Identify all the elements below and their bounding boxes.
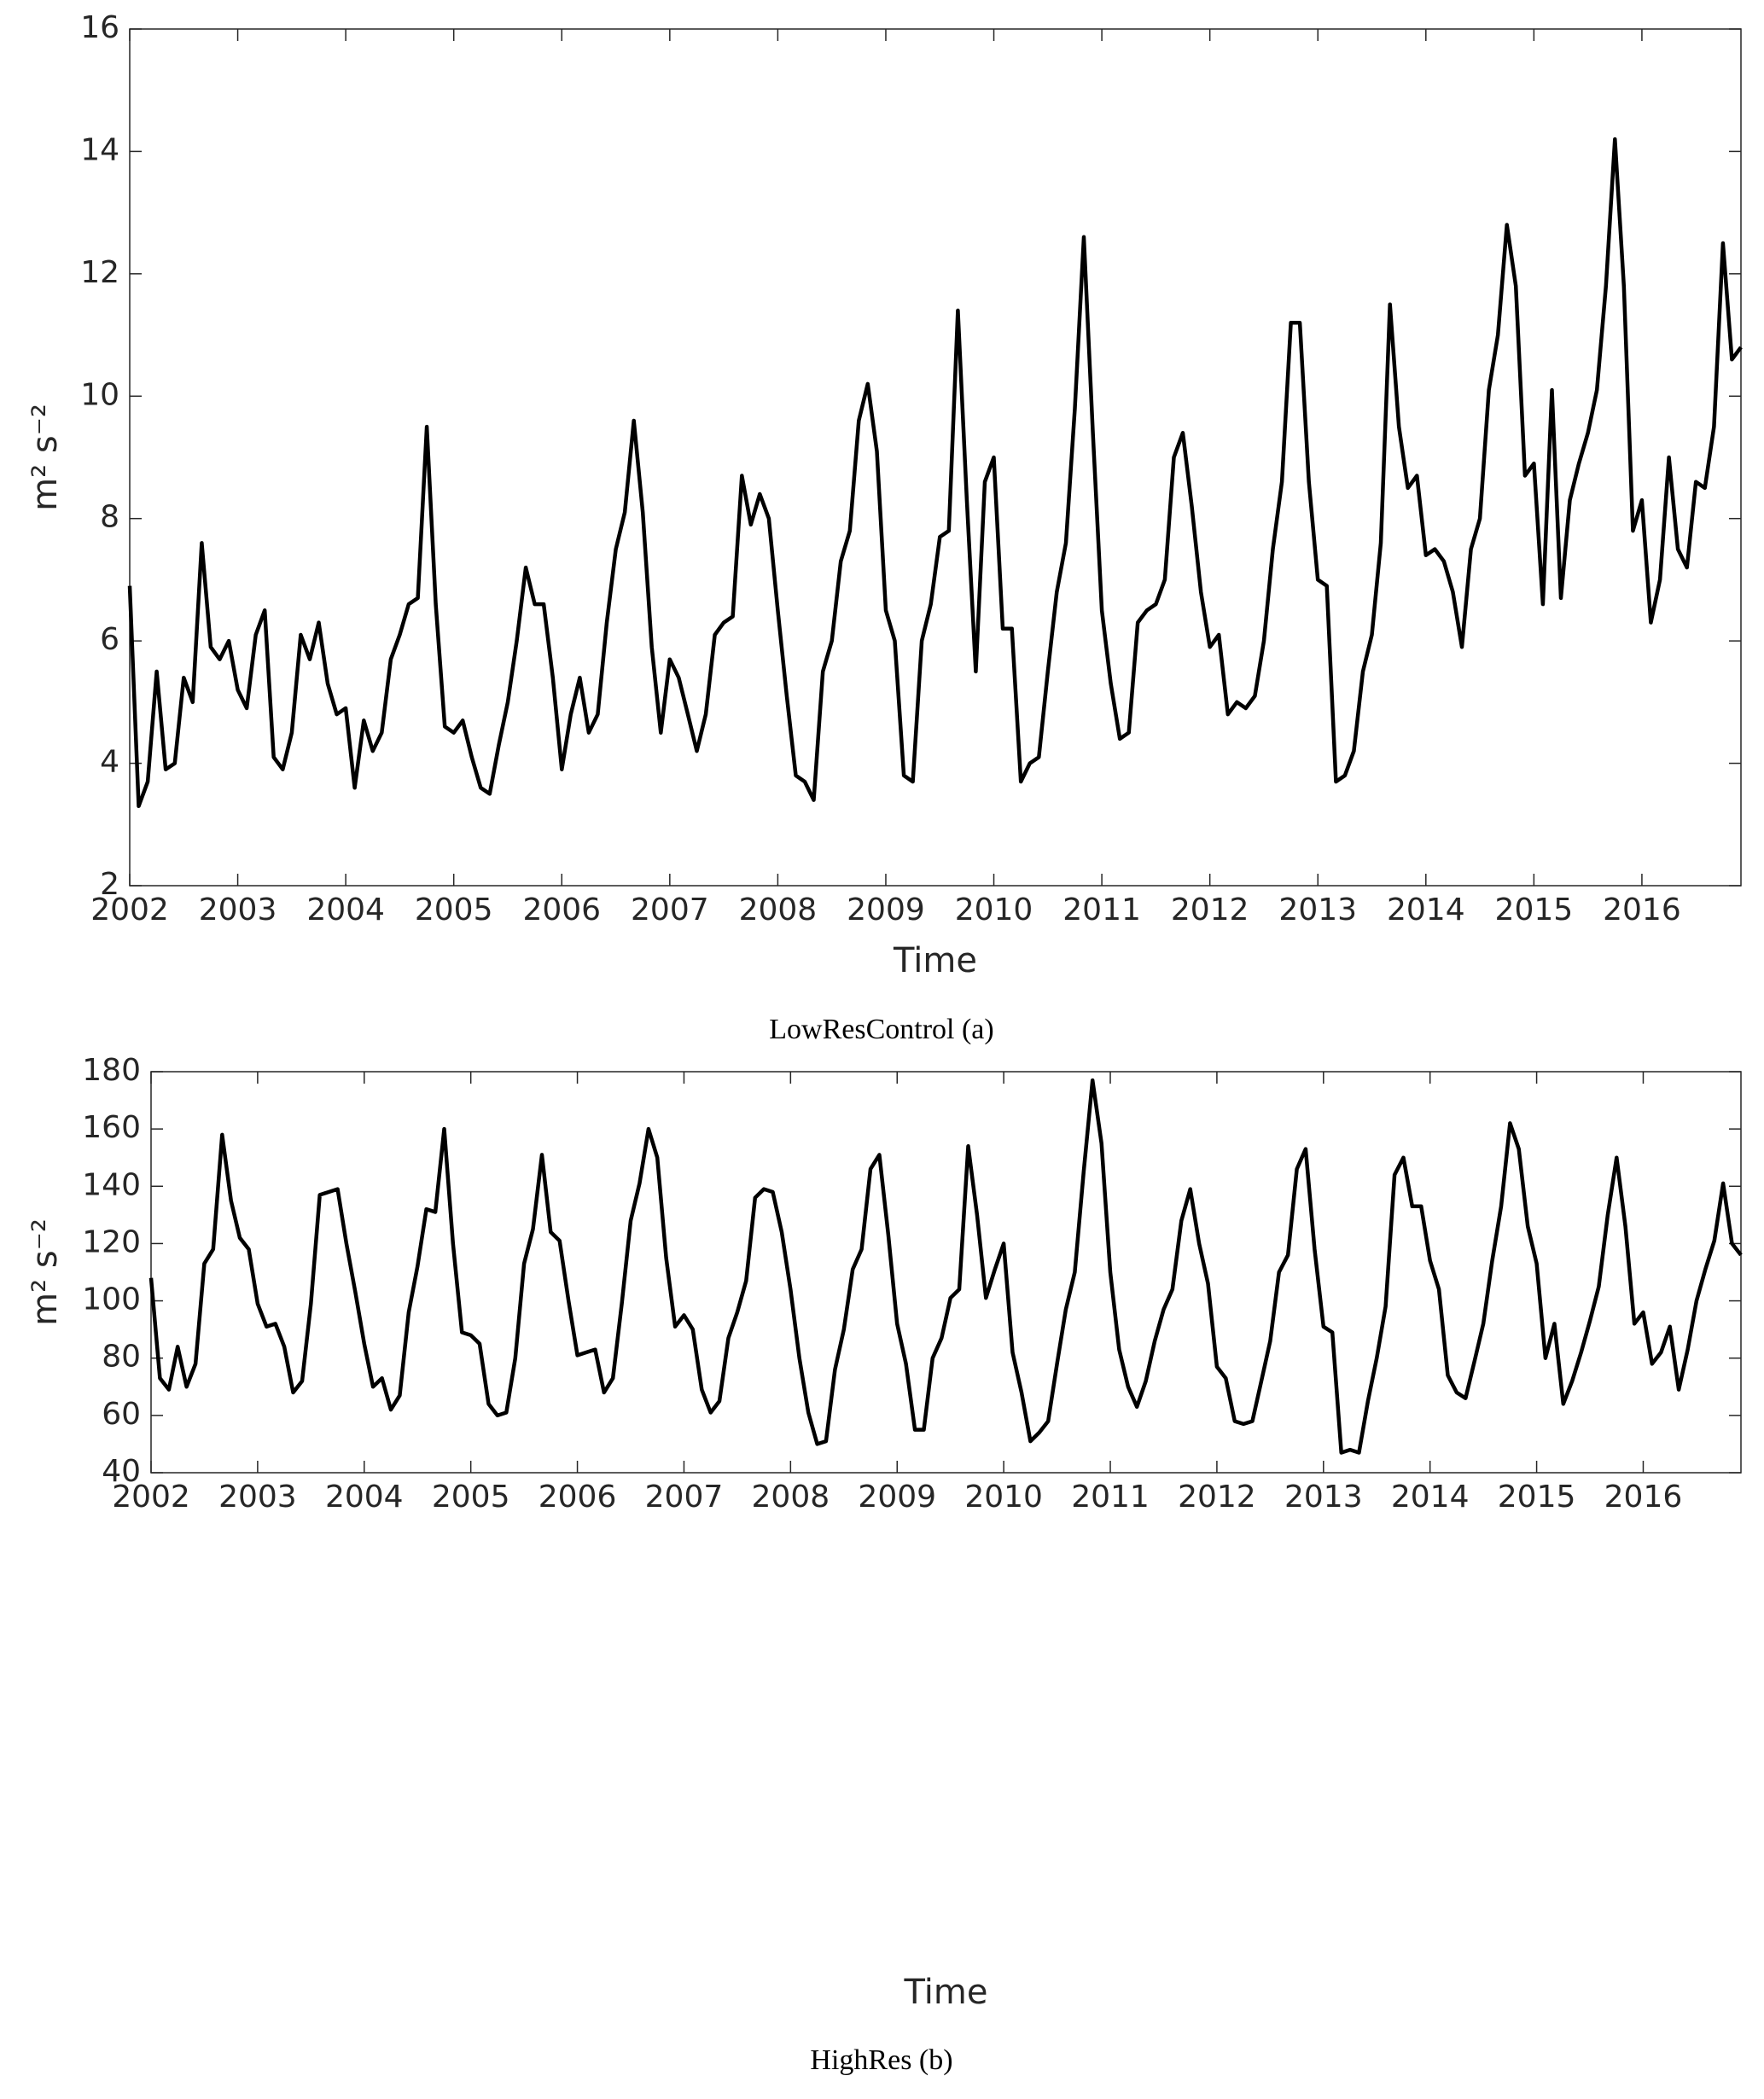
y-tick-label: 6: [100, 622, 119, 657]
x-tick-label: 2013: [1284, 1480, 1363, 1515]
y-axis-label: m² s⁻²: [26, 1218, 65, 1326]
x-tick-label: 2005: [415, 893, 493, 927]
x-tick-label: 2003: [218, 1480, 297, 1515]
x-tick-label: 2015: [1495, 893, 1574, 927]
x-tick-label: 2010: [955, 893, 1033, 927]
x-tick-label: 2009: [847, 893, 925, 927]
x-tick-label: 2016: [1603, 893, 1681, 927]
data-line: [127, 137, 1743, 809]
caption: HighRes (b): [810, 2044, 952, 2076]
x-tick-label: 2008: [739, 893, 818, 927]
x-tick-label: 2013: [1278, 893, 1357, 927]
x-tick-label: 2015: [1498, 1480, 1576, 1515]
y-tick-label: 180: [82, 1053, 141, 1088]
x-tick-label: 2011: [1071, 1480, 1150, 1515]
x-tick-label: 2004: [306, 893, 385, 927]
x-tick-label: 2008: [752, 1480, 830, 1515]
x-tick-label: 2003: [199, 893, 277, 927]
caption: LowResControl (a): [769, 1014, 993, 1045]
x-axis-label: Time: [893, 941, 977, 980]
y-tick-label: 10: [80, 377, 119, 412]
x-tick-label: 2007: [645, 1480, 724, 1515]
axes-box: [129, 28, 1742, 887]
x-tick-label: 2011: [1062, 893, 1141, 927]
y-tick-label: 120: [82, 1224, 141, 1259]
y-tick-label: 16: [80, 10, 119, 45]
y-tick-label: 40: [102, 1454, 141, 1489]
y-tick-label: 4: [100, 745, 119, 780]
x-tick-label: 2005: [432, 1480, 510, 1515]
x-tick-label: 2007: [631, 893, 709, 927]
x-tick-label: 2002: [112, 1480, 190, 1515]
x-tick-label: 2006: [539, 1480, 617, 1515]
y-tick-label: 12: [80, 255, 119, 290]
y-tick-label: 8: [100, 500, 119, 535]
y-tick-label: 140: [82, 1167, 141, 1202]
x-tick-label: 2014: [1387, 893, 1465, 927]
y-tick-label: 14: [80, 132, 119, 167]
y-axis-label: m² s⁻²: [26, 404, 65, 511]
x-tick-label: 2009: [858, 1480, 936, 1515]
x-tick-label: 2006: [522, 893, 601, 927]
axes-box: [150, 1071, 1742, 1474]
x-tick-label: 2016: [1604, 1480, 1683, 1515]
x-tick-label: 2012: [1171, 893, 1249, 927]
x-tick-label: 2012: [1178, 1480, 1256, 1515]
x-tick-label: 2014: [1391, 1480, 1470, 1515]
y-tick-label: 100: [82, 1282, 141, 1317]
x-tick-label: 2010: [964, 1480, 1043, 1515]
y-tick-label: 60: [102, 1397, 141, 1432]
x-axis-label: Time: [904, 1973, 988, 2012]
x-tick-label: 2002: [90, 893, 169, 927]
y-tick-label: 2: [100, 867, 119, 902]
x-tick-label: 2004: [325, 1480, 404, 1515]
data-line: [148, 1078, 1743, 1455]
y-tick-label: 80: [102, 1340, 141, 1375]
y-tick-label: 160: [82, 1110, 141, 1145]
